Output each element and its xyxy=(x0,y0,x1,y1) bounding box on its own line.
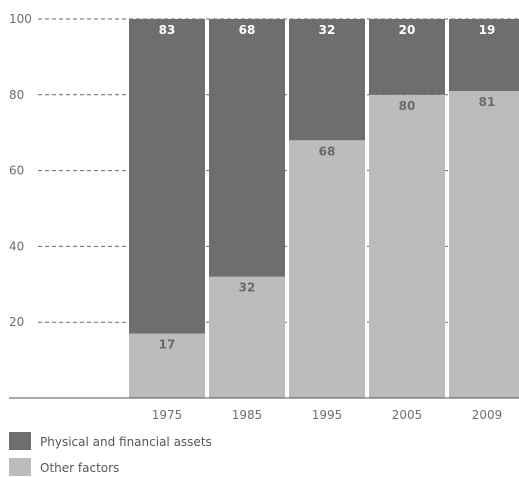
y-tick-label: 100 xyxy=(9,12,32,26)
x-tick-label: 1985 xyxy=(232,408,263,422)
data-label: 32 xyxy=(319,23,336,37)
y-tick-label: 60 xyxy=(9,164,24,178)
data-label: 83 xyxy=(159,23,176,37)
bar-segment xyxy=(289,140,365,398)
bar-segment xyxy=(369,19,445,95)
y-tick-label: 40 xyxy=(9,239,24,253)
data-label: 68 xyxy=(319,144,336,158)
x-tick-label: 1995 xyxy=(312,408,343,422)
x-axis-tick-labels: 1975 1985 1995 2005 2009 xyxy=(152,408,503,422)
legend-label: Physical and financial assets xyxy=(40,435,212,449)
legend-swatch xyxy=(9,458,31,476)
bar-segment xyxy=(289,19,365,141)
bar-segment xyxy=(449,91,519,398)
x-tick-label: 1975 xyxy=(152,408,183,422)
bars: 17 83 32 68 68 32 80 20 81 19 xyxy=(129,19,519,399)
legend-swatch xyxy=(9,432,31,450)
data-label: 81 xyxy=(479,95,496,109)
x-tick-label: 2009 xyxy=(472,408,503,422)
legend-label: Other factors xyxy=(40,461,119,475)
bar-segment xyxy=(129,333,205,398)
data-label: 20 xyxy=(399,23,416,37)
data-label: 68 xyxy=(239,23,256,37)
y-tick-label: 20 xyxy=(9,315,24,329)
bar-segment xyxy=(209,276,285,398)
bar-segment xyxy=(129,19,205,334)
bar-segment xyxy=(369,94,445,399)
y-axis-tick-labels: 20 40 60 80 100 xyxy=(9,12,32,329)
data-label: 32 xyxy=(239,281,256,295)
bar-segment xyxy=(209,19,285,277)
legend: Physical and financial assets Other facto… xyxy=(9,432,212,476)
data-label: 80 xyxy=(399,99,416,113)
data-label: 19 xyxy=(479,23,496,37)
y-tick-label: 80 xyxy=(9,88,24,102)
x-tick-label: 2005 xyxy=(392,408,423,422)
data-label: 17 xyxy=(159,338,176,352)
bar-segment xyxy=(449,19,519,92)
